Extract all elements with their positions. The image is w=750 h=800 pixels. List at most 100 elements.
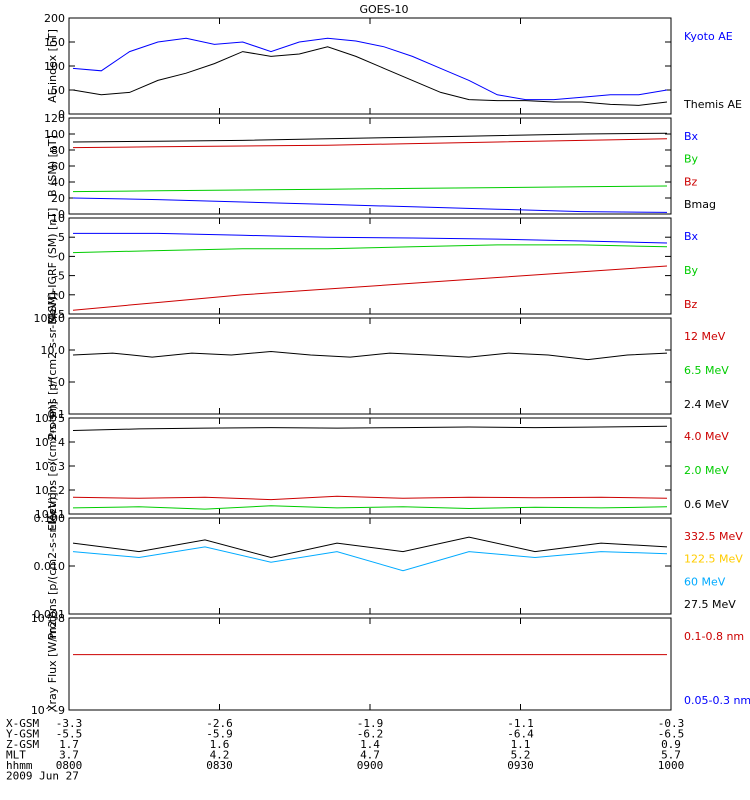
series-line (72, 138, 668, 149)
y-tick-label: 100 (44, 128, 65, 141)
y-tick-label: 100.0 (34, 312, 66, 325)
y-tick-label: 10 (51, 212, 65, 225)
x-row-value: 1.4 (360, 738, 380, 751)
panel-2: 120 100 80 60 40 20 0 B (SM) [nT] Bx By Bz Bmag (44, 112, 716, 221)
panel-frame (68, 617, 672, 711)
x-row-value: -2.6 (206, 717, 233, 730)
x-row-value: 1000 (658, 759, 685, 772)
legend-entry: 2.0 MeV (684, 464, 729, 477)
y-tick-label: 10.0 (41, 344, 66, 357)
series-line (72, 197, 668, 213)
y-tick-label: 200 (44, 12, 65, 25)
x-row-value: -1.1 (507, 717, 534, 730)
y-tick-label: 0.1 (48, 408, 66, 421)
legend-entry: 12 MeV (684, 330, 726, 343)
x-row-value: -1.9 (357, 717, 384, 730)
legend-entry: Themis AE (683, 98, 742, 111)
series-line (72, 505, 668, 510)
y-tick-label: 0 (58, 250, 65, 263)
series-line (72, 536, 668, 559)
x-row-value: 4.2 (210, 749, 230, 762)
y-tick-label: 40 (51, 176, 65, 189)
x-row-label: Y-GSM (6, 728, 39, 741)
x-row-value: 0930 (507, 759, 534, 772)
series-line (72, 37, 668, 101)
panel-frame (68, 17, 672, 115)
series-line (72, 425, 668, 431)
y-tick-label: -15 (47, 308, 65, 321)
legend-entry: 4.0 MeV (684, 430, 729, 443)
series-line (72, 546, 668, 572)
y-tick-label: 10^-8 (31, 612, 65, 625)
x-row-value: -6.5 (658, 728, 685, 741)
date-label: 2009 Jun 27 (6, 770, 79, 783)
y-tick-label: 60 (51, 160, 65, 173)
legend-entry: Bz (684, 298, 698, 311)
legend-entry: Bmag (684, 198, 716, 211)
legend-entry: 0.6 MeV (684, 498, 729, 511)
legend-entry: Bz (684, 175, 698, 188)
x-row-value: 3.7 (59, 749, 79, 762)
series-line (73, 232, 668, 244)
legend-entry: 0.05-0.3 nm (684, 694, 750, 707)
legend-entry: 0.1-0.8 nm (684, 630, 744, 643)
legend-entry: By (684, 153, 699, 166)
x-row-value: -5.5 (56, 728, 83, 741)
y-tick-label: 10^4 (35, 436, 65, 449)
y-tick-label: 10^1 (35, 508, 65, 521)
series-line (72, 495, 668, 501)
panel-3: 10 5 0 -5 -10 -15B(SM)-IGRF (SM) [nT] Bx By Bz (46, 208, 699, 325)
y-axis-label: B(SM)-IGRF (SM) [nT] (46, 208, 59, 325)
panel-frame (68, 217, 672, 315)
x-row-value: -5.9 (206, 728, 233, 741)
y-tick-label: 50 (51, 84, 65, 97)
y-tick-label: 0 (58, 208, 65, 221)
y-tick-label: 0.100 (34, 512, 66, 525)
panel-frame (68, 317, 672, 415)
panel-frame (68, 417, 672, 515)
x-axis-footer: X-GSM -3.3 -2.6 -1.9 -1.1 -0.3 Y-GSM -5.5 -5.9 -6… (6, 717, 684, 783)
y-tick-label: 20 (51, 192, 65, 205)
x-row-value: 5.2 (511, 749, 531, 762)
x-row-value: -6.2 (357, 728, 384, 741)
x-row-value: 1.6 (210, 738, 230, 751)
x-row-value: 0900 (357, 759, 384, 772)
y-tick-label: 10^5 (35, 412, 65, 425)
x-row-value: -3.3 (56, 717, 83, 730)
x-row-value: -0.3 (658, 717, 685, 730)
y-tick-label: 1.0 (48, 376, 66, 389)
y-tick-label: 0.001 (34, 608, 66, 621)
legend-entry: Kyoto AE (684, 30, 733, 43)
x-row-value: 5.7 (661, 749, 681, 762)
y-tick-label: 10^2 (35, 484, 65, 497)
panel-frame (68, 517, 672, 615)
series-line (72, 132, 668, 143)
legend-entry: 332.5 MeV (684, 530, 743, 543)
legend-entry: Bx (684, 130, 699, 143)
x-row-value: 0800 (56, 759, 83, 772)
y-tick-label: 80 (51, 144, 65, 157)
y-axis-label: Protons [p/(cm2-s-sr-MeV)] (46, 292, 59, 439)
x-row-value: 1.7 (59, 738, 79, 751)
y-tick-label: -5 (54, 270, 65, 283)
legend-entry: By (684, 264, 699, 277)
x-row-label: hhmm (6, 759, 33, 772)
figure-title: GOES-10 (359, 3, 408, 16)
y-tick-label: 10^-9 (31, 704, 65, 717)
series-line (72, 350, 668, 361)
legend-entry: 6.5 MeV (684, 364, 729, 377)
x-row-value: 0830 (206, 759, 233, 772)
series-line (72, 265, 668, 311)
x-row-value: 1.1 (511, 738, 531, 751)
y-axis-label: Protons [p/(cm2-s-sr-MeV)] (46, 492, 59, 639)
y-axis-label: B (SM) [nT] (46, 135, 59, 197)
x-row-label: Z-GSM (6, 738, 39, 751)
y-tick-label: 5 (58, 231, 65, 244)
series-line (72, 244, 668, 254)
y-tick-label: 0.010 (34, 560, 66, 573)
